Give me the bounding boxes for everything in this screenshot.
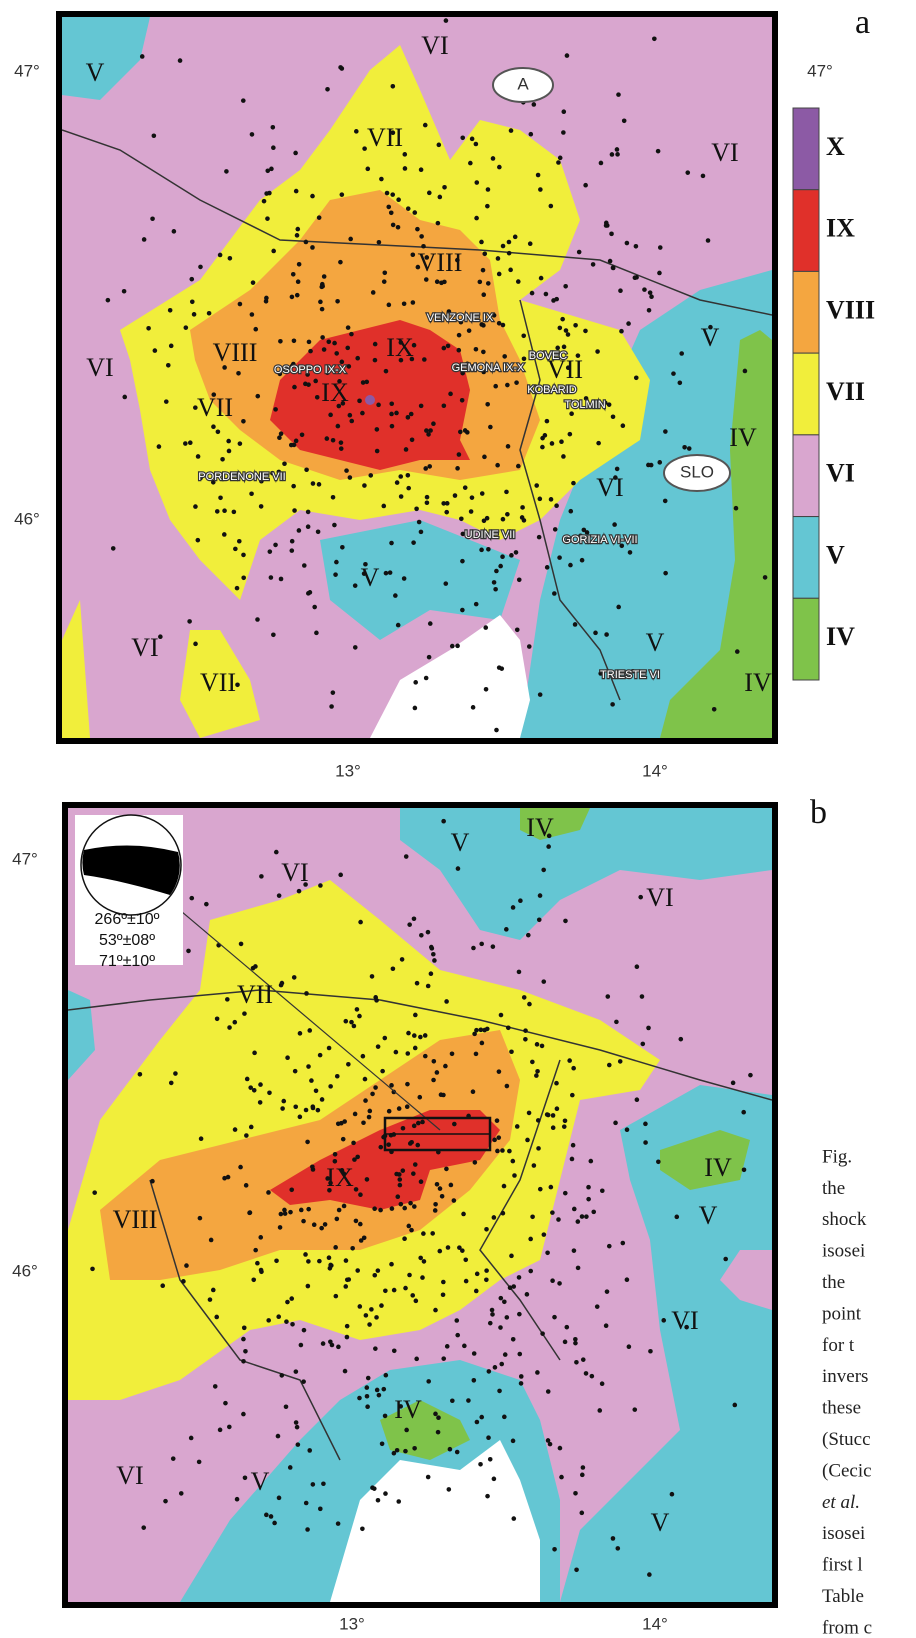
caption-line: the [822, 1178, 845, 1199]
place-label: UDINE VII [465, 529, 516, 541]
intensity-label: VI [131, 633, 158, 662]
figure: XIXVIIIVIIVIVIV ab47°47°46°13°14°47°46°1… [0, 0, 916, 1638]
lat-label: 47° [14, 61, 40, 80]
intensity-label: VI [281, 858, 308, 887]
intensity-label: V [361, 563, 380, 592]
lon-label: 13° [339, 1614, 365, 1633]
legend: X IX VIII VII VI V IV [793, 108, 875, 680]
legend-label: IV [826, 622, 855, 651]
legend-label: VI [826, 459, 855, 488]
legend-swatch [793, 598, 819, 680]
intensity-label: V [86, 58, 105, 87]
intensity-label: IX [321, 378, 349, 407]
intensity-label: VI [116, 1461, 143, 1490]
legend-label: VIII [826, 295, 875, 324]
lat-label: 47° [807, 61, 833, 80]
intensity-label: VII [237, 980, 273, 1009]
legend-swatch [793, 517, 819, 599]
place-label: BOVEC [529, 350, 568, 362]
intensity-label: IX [326, 1163, 354, 1192]
legend-swatch [793, 190, 819, 272]
intensity-label: VI [646, 883, 673, 912]
lat-label: 46° [12, 1261, 38, 1280]
intensity-label: VI [596, 473, 623, 502]
intensity-label: IV [526, 813, 554, 842]
map-a [62, 17, 772, 738]
legend-label: X [826, 132, 845, 161]
caption-line: isosei [822, 1523, 865, 1544]
caption-line: invers [822, 1366, 868, 1387]
caption-line: et al. [822, 1492, 860, 1513]
caption-line: point [822, 1303, 862, 1324]
intensity-label: IV [704, 1153, 732, 1182]
legend-swatch [793, 271, 819, 353]
intensity-label: IX [386, 333, 414, 362]
panel-letter: b [810, 794, 827, 831]
intensity-label: IV [729, 423, 757, 452]
intensity-label: VI [421, 31, 448, 60]
focal-mechanism-label: 71º±10º [99, 953, 155, 970]
intensity-label: VII [197, 393, 233, 422]
caption-line: isosei [822, 1241, 865, 1262]
caption-line: these [822, 1398, 861, 1419]
lon-label: 14° [642, 761, 668, 780]
legend-label: V [826, 540, 845, 569]
legend-label: VII [826, 377, 865, 406]
caption-line: from c [822, 1617, 872, 1638]
intensity-label: V [646, 628, 665, 657]
intensity-label: VIII [213, 338, 258, 367]
lat-label: 46° [14, 509, 40, 528]
intensity-label: IV [744, 668, 772, 697]
intensity-label: V [251, 1467, 270, 1496]
country-label: SLO [680, 462, 714, 481]
place-label: TRIESTE VI [600, 669, 660, 681]
place-label: GORIZIA VI-VII [562, 534, 637, 546]
caption-line: first l [822, 1555, 863, 1576]
country-label: A [517, 74, 529, 93]
map-b [68, 808, 772, 1602]
caption-line: (Stucc [822, 1429, 871, 1450]
focal-mechanism-label: 53º±08º [99, 932, 155, 949]
intensity-label: V [451, 828, 470, 857]
intensity-label: VI [86, 353, 113, 382]
place-label: PORDENONE VII [198, 471, 285, 483]
legend-swatch [793, 108, 819, 190]
intensity-label: VII [367, 123, 403, 152]
intensity-label: VIII [418, 248, 463, 277]
intensity-label: V [699, 1201, 718, 1230]
panel-letter: a [855, 4, 870, 41]
place-label: VENZONE IX [427, 312, 494, 324]
place-label: KOBARID [527, 384, 577, 396]
caption-line: Table [822, 1586, 864, 1607]
intensity-label: VI [711, 138, 738, 167]
caption-line: for t [822, 1335, 855, 1356]
place-label: GEMONA IX-X [452, 362, 525, 374]
intensity-label: V [701, 323, 720, 352]
legend-swatch [793, 353, 819, 435]
lon-label: 14° [642, 1614, 668, 1633]
caption-line: (Cecic [822, 1460, 872, 1481]
legend-swatch [793, 435, 819, 517]
legend-label: IX [826, 214, 855, 243]
lat-label: 47° [12, 849, 38, 868]
focal-mechanism-label: 266º±10º [95, 911, 160, 928]
intensity-label: VII [200, 668, 236, 697]
intensity-label: IV [394, 1395, 422, 1424]
caption-line: Fig. [822, 1146, 852, 1167]
intensity-label: VI [671, 1306, 698, 1335]
place-label: OSOPPO IX-X [274, 364, 347, 376]
caption-line: the [822, 1272, 845, 1293]
place-label: TOLMIN [564, 399, 605, 411]
intensity-label: VIII [113, 1205, 158, 1234]
caption-line: shock [822, 1209, 867, 1230]
intensity-label: V [651, 1508, 670, 1537]
lon-label: 13° [335, 761, 361, 780]
